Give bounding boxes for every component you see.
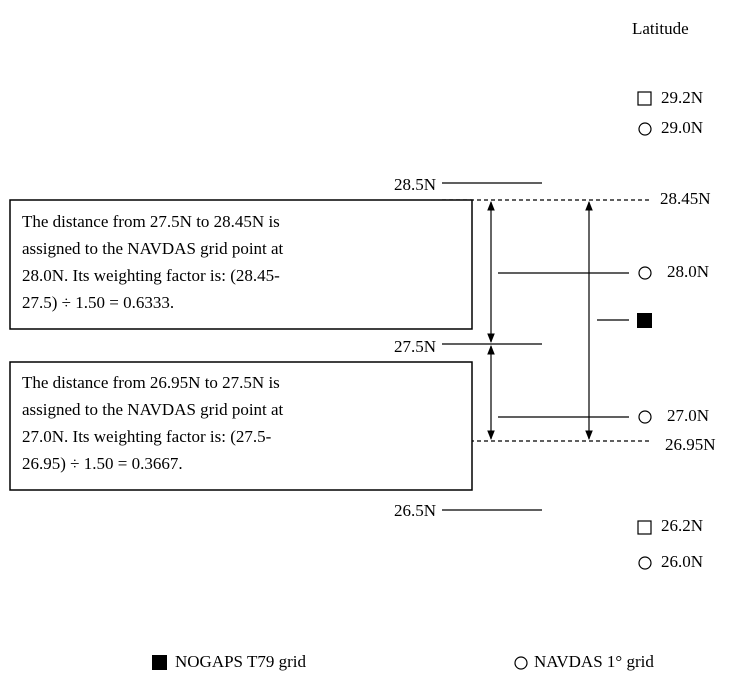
open-circle: [638, 266, 652, 280]
open-circle: [638, 410, 652, 424]
box-text: 27.0N. Its weighting factor is: (27.5-: [22, 427, 272, 446]
lat-label: 27.0N: [667, 406, 709, 425]
lat-label: 26.2N: [661, 516, 703, 535]
lat-label: 28.0N: [667, 262, 709, 281]
open-circle: [638, 122, 652, 136]
open-square: [637, 91, 652, 106]
legend-symbol: [514, 656, 528, 670]
box-text: 28.0N. Its weighting factor is: (28.45-: [22, 266, 280, 285]
lat-label: 29.2N: [661, 88, 703, 107]
box-text: 26.95) ÷ 1.50 = 0.3667.: [22, 454, 183, 473]
lat-label: 26.5N: [394, 501, 436, 520]
legend-label: NAVDAS 1° grid: [534, 652, 654, 671]
text-box: [9, 361, 473, 491]
lat-label: 28.45N: [660, 189, 711, 208]
lat-label: 26.0N: [661, 552, 703, 571]
lat-label: 29.0N: [661, 118, 703, 137]
axis-title: Latitude: [632, 19, 689, 38]
box-text: The distance from 27.5N to 28.45N is: [22, 212, 280, 231]
legend-label: NOGAPS T79 grid: [175, 652, 306, 671]
box-text: assigned to the NAVDAS grid point at: [22, 400, 284, 419]
lat-label: 26.95N: [665, 435, 716, 454]
box-text: assigned to the NAVDAS grid point at: [22, 239, 284, 258]
legend-symbol: [152, 655, 167, 670]
text-box: [9, 199, 473, 330]
lat-label: 27.5N: [394, 337, 436, 356]
box-text: The distance from 26.95N to 27.5N is: [22, 373, 280, 392]
open-square: [637, 520, 652, 535]
open-circle: [638, 556, 652, 570]
lat-label: 28.5N: [394, 175, 436, 194]
filled-square: [637, 313, 652, 328]
box-text: 27.5) ÷ 1.50 = 0.6333.: [22, 293, 174, 312]
